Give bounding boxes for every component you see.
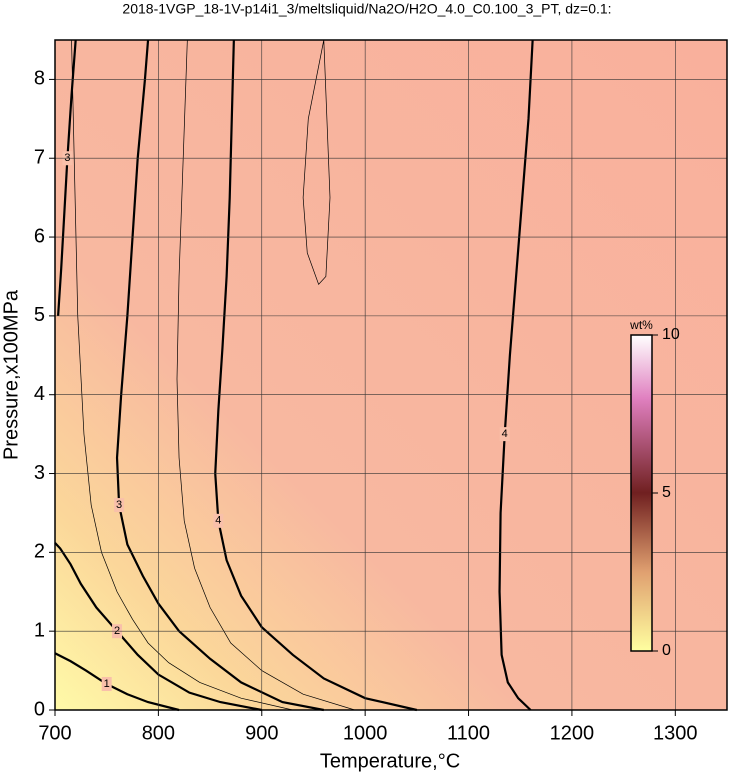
contour-label-bg: [499, 427, 510, 442]
colorbar-tick-label: 5: [662, 484, 671, 501]
x-tick-label: 1200: [550, 722, 595, 744]
contour-label: 3: [116, 499, 122, 511]
contour-line: [71, 39, 293, 711]
chart-title: 2018-1VGP_18-1V-p14i1_3/meltsliquid/Na2O…: [122, 1, 611, 17]
x-tick-label: 900: [245, 722, 278, 744]
contour-label: 4: [502, 428, 508, 440]
x-tick-label: 700: [38, 722, 71, 744]
contour-label: 4: [215, 515, 221, 527]
y-tick-label: 5: [34, 304, 45, 326]
y-tick-label: 4: [34, 383, 45, 405]
y-tick-label: 0: [34, 698, 45, 720]
colorbar-tick-label: 0: [662, 642, 671, 659]
y-tick-label: 8: [34, 68, 45, 90]
contour-label-bg: [213, 513, 224, 528]
contour-label-bg: [114, 498, 125, 513]
contour-label-bg: [101, 676, 112, 691]
x-tick-label: 1300: [653, 722, 698, 744]
y-axis-label: Pressure,x100MPa: [0, 289, 22, 460]
x-axis-label: Temperature,°C: [320, 750, 460, 772]
x-tick-label: 800: [142, 722, 175, 744]
plot-background: [55, 40, 727, 710]
contour-line: [176, 39, 355, 711]
plot-frame: [54, 39, 728, 711]
x-tick-label: 1100: [447, 722, 490, 744]
contour-line: [115, 39, 325, 712]
colorbar-label: wt%: [629, 318, 653, 332]
y-tick-label: 3: [34, 462, 45, 484]
y-tick-label: 2: [34, 541, 45, 563]
y-tick-label: 7: [34, 147, 45, 169]
colorbar-tick-label: 10: [662, 326, 680, 343]
contour-line: [302, 39, 331, 286]
colorbar: [630, 334, 653, 652]
x-tick-label: 1000: [343, 722, 388, 744]
y-tick-label: 6: [34, 225, 45, 247]
y-tick-label: 1: [34, 619, 45, 641]
contour-label: 1: [104, 678, 110, 690]
